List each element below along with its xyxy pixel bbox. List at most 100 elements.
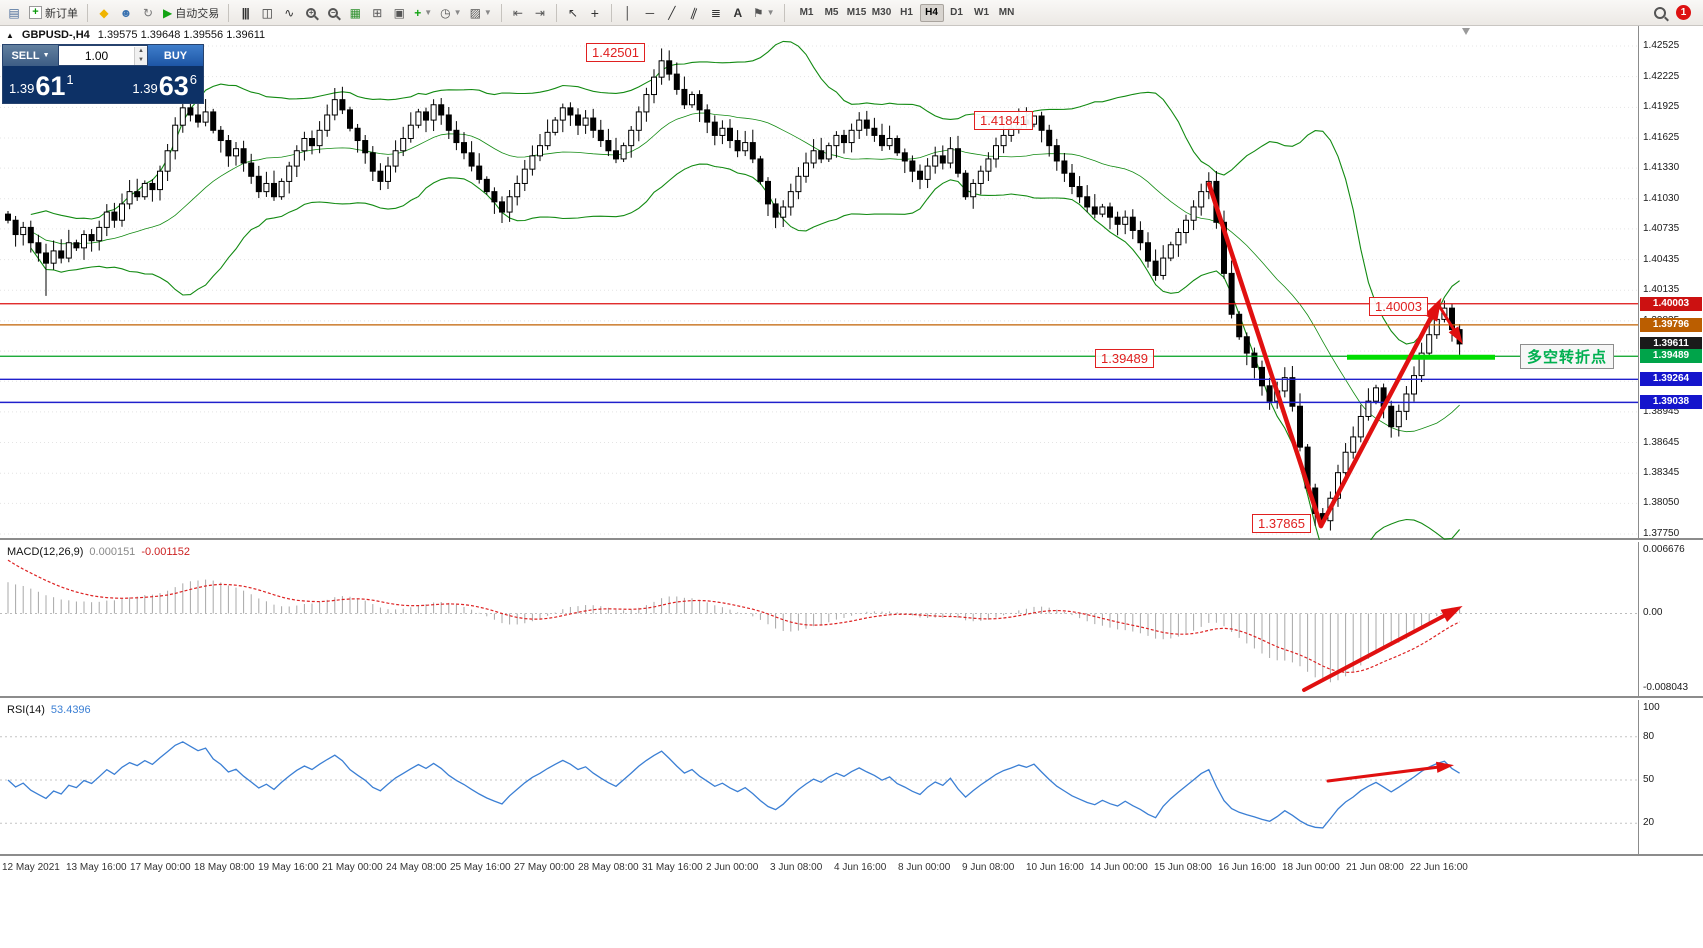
- dropdown-icon: ▼: [424, 7, 433, 17]
- timeframe-d1-button[interactable]: D1: [950, 7, 963, 18]
- dropdown-icon: ▼: [766, 7, 775, 17]
- fibonacci-icon: ≣: [710, 5, 721, 20]
- timeframe-m15-button[interactable]: M15: [846, 7, 867, 18]
- buy-button[interactable]: BUY: [148, 45, 203, 66]
- volume-down-button[interactable]: ▼: [135, 55, 147, 65]
- community-button[interactable]: ☻: [116, 3, 136, 23]
- grid-button[interactable]: ▦: [345, 3, 365, 23]
- cursor-button[interactable]: ↖: [563, 3, 583, 23]
- timeframe-h4-button[interactable]: H4: [919, 3, 944, 22]
- one-click-trading-panel: SELL ▼ ▲ ▼ BUY 1.39 61 1: [2, 44, 204, 104]
- sell-button[interactable]: SELL ▼: [3, 45, 58, 66]
- crosshair-icon: +: [590, 4, 599, 21]
- fibonacci-button[interactable]: ≣: [706, 3, 726, 23]
- annotation-peak-price[interactable]: 1.42501: [586, 43, 645, 62]
- autoscroll-button[interactable]: ⇤: [508, 3, 528, 23]
- zoom-in-button[interactable]: +: [301, 3, 321, 23]
- new-order-button[interactable]: + 新订单: [26, 3, 81, 23]
- macd-scale-bottom: -0.008043: [1643, 682, 1689, 693]
- arrow-objects-button[interactable]: ⚑ ▼: [750, 3, 778, 23]
- annotation-low-price[interactable]: 1.37865: [1252, 514, 1311, 533]
- macd-canvas[interactable]: [0, 542, 1638, 698]
- rsi-axis[interactable]: 100 80 50 20: [1638, 700, 1703, 854]
- chart-window-icon[interactable]: ▤: [4, 3, 24, 23]
- grid-icon: ▦: [349, 5, 361, 20]
- text-button[interactable]: A: [728, 3, 748, 23]
- tile-windows-button[interactable]: ⊞: [367, 3, 387, 23]
- notifications-badge[interactable]: 1: [1676, 5, 1691, 20]
- timeframe-w1-button[interactable]: W1: [974, 7, 990, 18]
- price-tick-label: 1.41925: [1643, 101, 1680, 113]
- symbol-marker-icon: ▲: [6, 30, 14, 40]
- annotation-green-support[interactable]: 1.39489: [1095, 349, 1154, 368]
- timeframe-h1-button[interactable]: H1: [900, 7, 913, 18]
- timeframe-m1-button[interactable]: M1: [799, 7, 814, 18]
- search-icon[interactable]: [1654, 6, 1666, 19]
- volume-input[interactable]: [59, 48, 134, 63]
- horizontal-line-icon: ─: [645, 5, 655, 20]
- price-level-tag: 1.39489: [1640, 349, 1702, 364]
- time-axis-label: 3 Jun 08:00: [770, 862, 823, 873]
- rsi-scale-label: 80: [1643, 731, 1655, 742]
- annotation-note-box[interactable]: 多空转折点: [1520, 344, 1615, 369]
- refresh-button[interactable]: ↻: [138, 3, 158, 23]
- timeframe-m5-button[interactable]: M5: [824, 7, 839, 18]
- bars-icon: |||: [241, 5, 250, 20]
- channel-button[interactable]: ∥: [684, 3, 704, 23]
- price-tick-label: 1.41330: [1643, 162, 1680, 174]
- annotation-resistance[interactable]: 1.40003: [1369, 297, 1428, 316]
- autotrading-button[interactable]: ▶ 自动交易: [160, 3, 222, 23]
- rsi-value: 53.4396: [50, 704, 91, 716]
- price-level-tag: 1.39796: [1640, 317, 1702, 332]
- price-tick-label: 1.42525: [1643, 40, 1680, 51]
- alerts-button[interactable]: ◆: [94, 3, 114, 23]
- autoscroll-icon: ⇤: [512, 5, 523, 20]
- trend-arrow-down[interactable]: [1206, 181, 1324, 529]
- rsi-arrow[interactable]: [1326, 761, 1454, 783]
- chart-shift-marker[interactable]: [1462, 28, 1470, 35]
- indicators-button[interactable]: + ▼: [411, 3, 435, 23]
- macd-label: MACD(12,26,9) 0.000151 -0.001152: [7, 546, 190, 558]
- volume-field: ▲ ▼: [58, 45, 148, 66]
- macd-axis[interactable]: 0.006676 0.00 -0.008043: [1638, 542, 1703, 696]
- macd-name: MACD(12,26,9): [7, 546, 84, 558]
- crosshair-button[interactable]: +: [585, 3, 605, 23]
- trendline-button[interactable]: ╱: [662, 3, 682, 23]
- time-axis-label: 18 May 08:00: [194, 862, 255, 873]
- rsi-panel[interactable]: RSI(14) 53.4396 100 80 50 20: [0, 700, 1703, 856]
- price-chart-canvas[interactable]: [0, 26, 1638, 540]
- trend-arrow-up[interactable]: [1318, 297, 1442, 529]
- line-icon: ∿: [284, 5, 295, 20]
- macd-arrow[interactable]: [1302, 606, 1463, 692]
- price-tick-label: 1.38345: [1643, 467, 1680, 479]
- zoom-out-button[interactable]: −: [323, 3, 343, 23]
- templates-button[interactable]: ▨ ▼: [467, 3, 495, 23]
- sell-price-pips: 61: [35, 71, 66, 101]
- chart-shift-button[interactable]: ⇥: [530, 3, 550, 23]
- macd-signal-line: [7, 559, 1460, 674]
- annotation-local-high[interactable]: 1.41841: [974, 111, 1033, 130]
- autotrading-label: 自动交易: [175, 7, 220, 20]
- periods-button[interactable]: ◷ ▼: [437, 3, 464, 23]
- time-axis-label: 21 Jun 08:00: [1346, 862, 1404, 873]
- refresh-icon: ↻: [142, 5, 154, 20]
- horizontal-line-button[interactable]: ─: [640, 3, 660, 23]
- buy-price[interactable]: 1.39 63 6: [103, 66, 203, 103]
- price-axis[interactable]: 1.42525 1.42225 1.41925 1.41625 1.41330 1.410…: [1638, 26, 1703, 539]
- macd-panel[interactable]: MACD(12,26,9) 0.000151 -0.001152 0.006676 …: [0, 542, 1703, 698]
- cascade-windows-button[interactable]: ▣: [389, 3, 409, 23]
- sell-price[interactable]: 1.39 61 1: [3, 66, 103, 103]
- timeframe-m30-button[interactable]: M30: [871, 7, 892, 18]
- candles-icon: ◫: [261, 5, 273, 20]
- new-order-label: 新订单: [45, 7, 78, 20]
- time-axis[interactable]: 12 May 2021 13 May 16:00 17 May 00:00 18 Ma…: [0, 858, 1703, 948]
- vertical-line-button[interactable]: │: [618, 3, 638, 23]
- line-chart-button[interactable]: ∿: [279, 3, 299, 23]
- rsi-canvas[interactable]: [0, 700, 1638, 856]
- candlestick-button[interactable]: ◫: [257, 3, 277, 23]
- bar-chart-button[interactable]: |||: [235, 3, 255, 23]
- volume-up-button[interactable]: ▲: [135, 46, 147, 56]
- price-chart-panel[interactable]: ▲ GBPUSD-,H4 1.39575 1.39648 1.39556 1.3…: [0, 26, 1703, 540]
- trend-arrow-pullback[interactable]: [1436, 302, 1463, 344]
- timeframe-mn-button[interactable]: MN: [998, 7, 1015, 18]
